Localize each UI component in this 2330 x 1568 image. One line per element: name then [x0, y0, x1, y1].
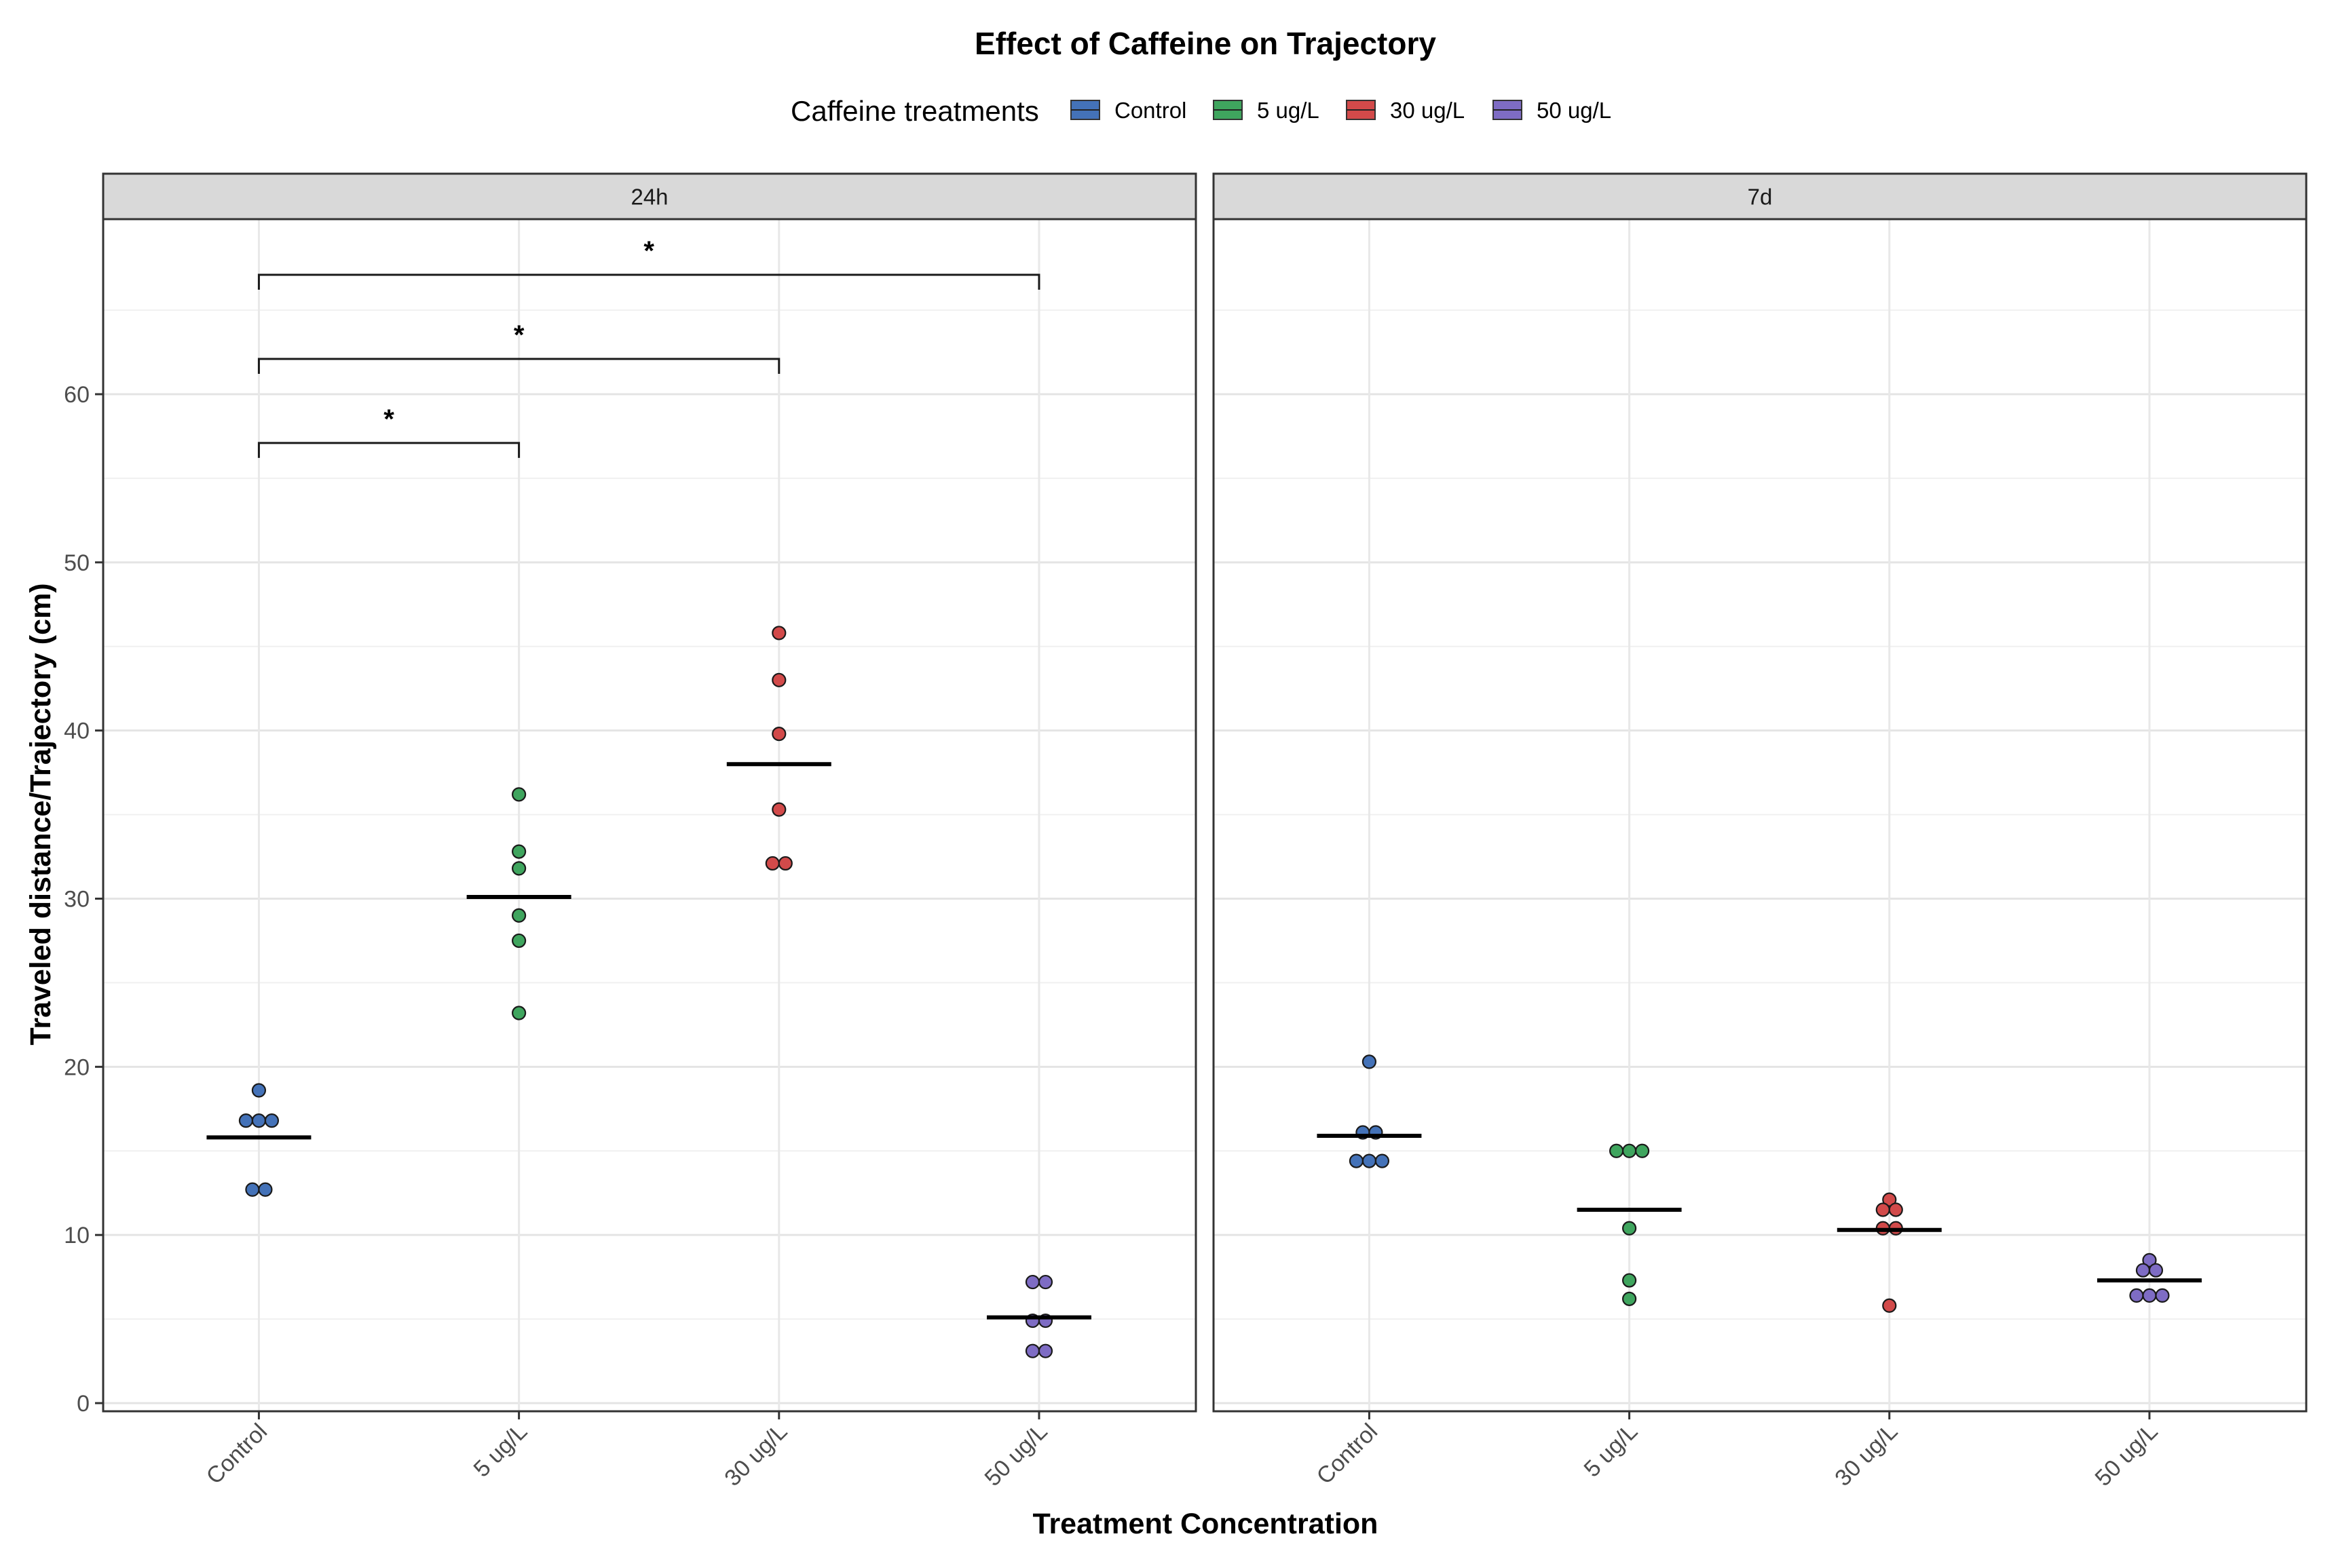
data-point: [1609, 1143, 1624, 1158]
x-axis-title: Treatment Concentration: [1033, 1508, 1378, 1540]
y-tick-label: 30: [64, 887, 90, 913]
data-point: [1374, 1153, 1390, 1168]
data-point: [1361, 1054, 1377, 1069]
data-point: [512, 844, 527, 859]
data-point: [251, 1113, 267, 1128]
x-tick-label: 5 ug/L: [1579, 1419, 1643, 1483]
significance-label: *: [643, 236, 654, 266]
data-point: [778, 856, 793, 871]
data-point: [1361, 1153, 1377, 1168]
facet-strip-0: [102, 172, 1197, 221]
data-point: [2155, 1288, 2170, 1303]
data-point: [238, 1113, 254, 1128]
facet-strip-1: [1212, 172, 2308, 221]
data-point: [765, 856, 780, 871]
significance-bracket: [257, 358, 781, 374]
data-point: [1025, 1343, 1040, 1358]
y-tick-label: 20: [64, 1054, 90, 1080]
data-point: [512, 861, 527, 876]
y-tick-label: 50: [64, 550, 90, 576]
x-tick-label: Control: [202, 1419, 272, 1489]
y-tick-label: 40: [64, 719, 90, 744]
facet-label-0: 24h: [631, 185, 668, 210]
significance-bracket: [257, 442, 521, 458]
data-point: [1038, 1274, 1053, 1290]
data-point: [1882, 1192, 1897, 1207]
data-point: [512, 1006, 527, 1020]
data-point: [1635, 1143, 1650, 1158]
data-point: [772, 672, 787, 687]
data-point: [512, 908, 527, 923]
data-point: [2135, 1263, 2151, 1278]
data-point: [1622, 1143, 1637, 1158]
data-point: [1622, 1291, 1637, 1306]
legend-label-2: 30 ug/L: [1390, 98, 1465, 123]
legend-label-1: 5 ug/L: [1257, 98, 1319, 123]
x-tick-label: 50 ug/L: [2090, 1419, 2163, 1491]
y-tick-label: 60: [64, 382, 90, 408]
data-point: [2129, 1288, 2144, 1303]
data-point: [2142, 1288, 2157, 1303]
data-point: [512, 933, 527, 949]
data-point: [1888, 1202, 1903, 1217]
data-point: [1622, 1221, 1637, 1236]
data-point: [245, 1182, 260, 1197]
data-point: [264, 1113, 280, 1128]
data-point: [1875, 1202, 1890, 1217]
legend-label-0: Control: [1114, 98, 1186, 123]
x-tick-label: 50 ug/L: [980, 1419, 1053, 1491]
panel-border-1: [1212, 218, 2308, 1413]
data-point: [772, 626, 787, 640]
data-point: [2142, 1253, 2157, 1267]
x-tick-label: 30 ug/L: [1830, 1419, 1902, 1491]
data-point: [251, 1083, 267, 1098]
data-point: [258, 1182, 273, 1197]
significance-label: *: [383, 404, 394, 434]
x-tick-label: 30 ug/L: [719, 1419, 792, 1491]
data-point: [772, 727, 787, 742]
legend-label-3: 50 ug/L: [1537, 98, 1611, 123]
data-point: [2148, 1263, 2164, 1278]
x-tick-label: Control: [1312, 1419, 1383, 1489]
y-tick-label: 10: [64, 1223, 90, 1248]
data-point: [1882, 1298, 1897, 1313]
x-tick-label: 5 ug/L: [469, 1419, 533, 1483]
facet-label-1: 7d: [1748, 185, 1773, 210]
legend-title: Caffeine treatments: [791, 95, 1039, 127]
chart-title: Effect of Caffeine on Trajectory: [975, 26, 1436, 61]
panel-border-0: [102, 218, 1197, 1413]
data-point: [772, 802, 787, 817]
significance-bracket: [257, 273, 1040, 290]
data-point: [1349, 1153, 1364, 1168]
data-point: [1038, 1343, 1053, 1358]
significance-label: *: [514, 320, 525, 350]
y-tick-label: 0: [77, 1391, 90, 1417]
data-point: [512, 787, 527, 802]
data-point: [1025, 1274, 1040, 1290]
data-point: [1622, 1273, 1637, 1288]
y-axis-title: Traveled distance/Trajectory (cm): [24, 583, 57, 1045]
